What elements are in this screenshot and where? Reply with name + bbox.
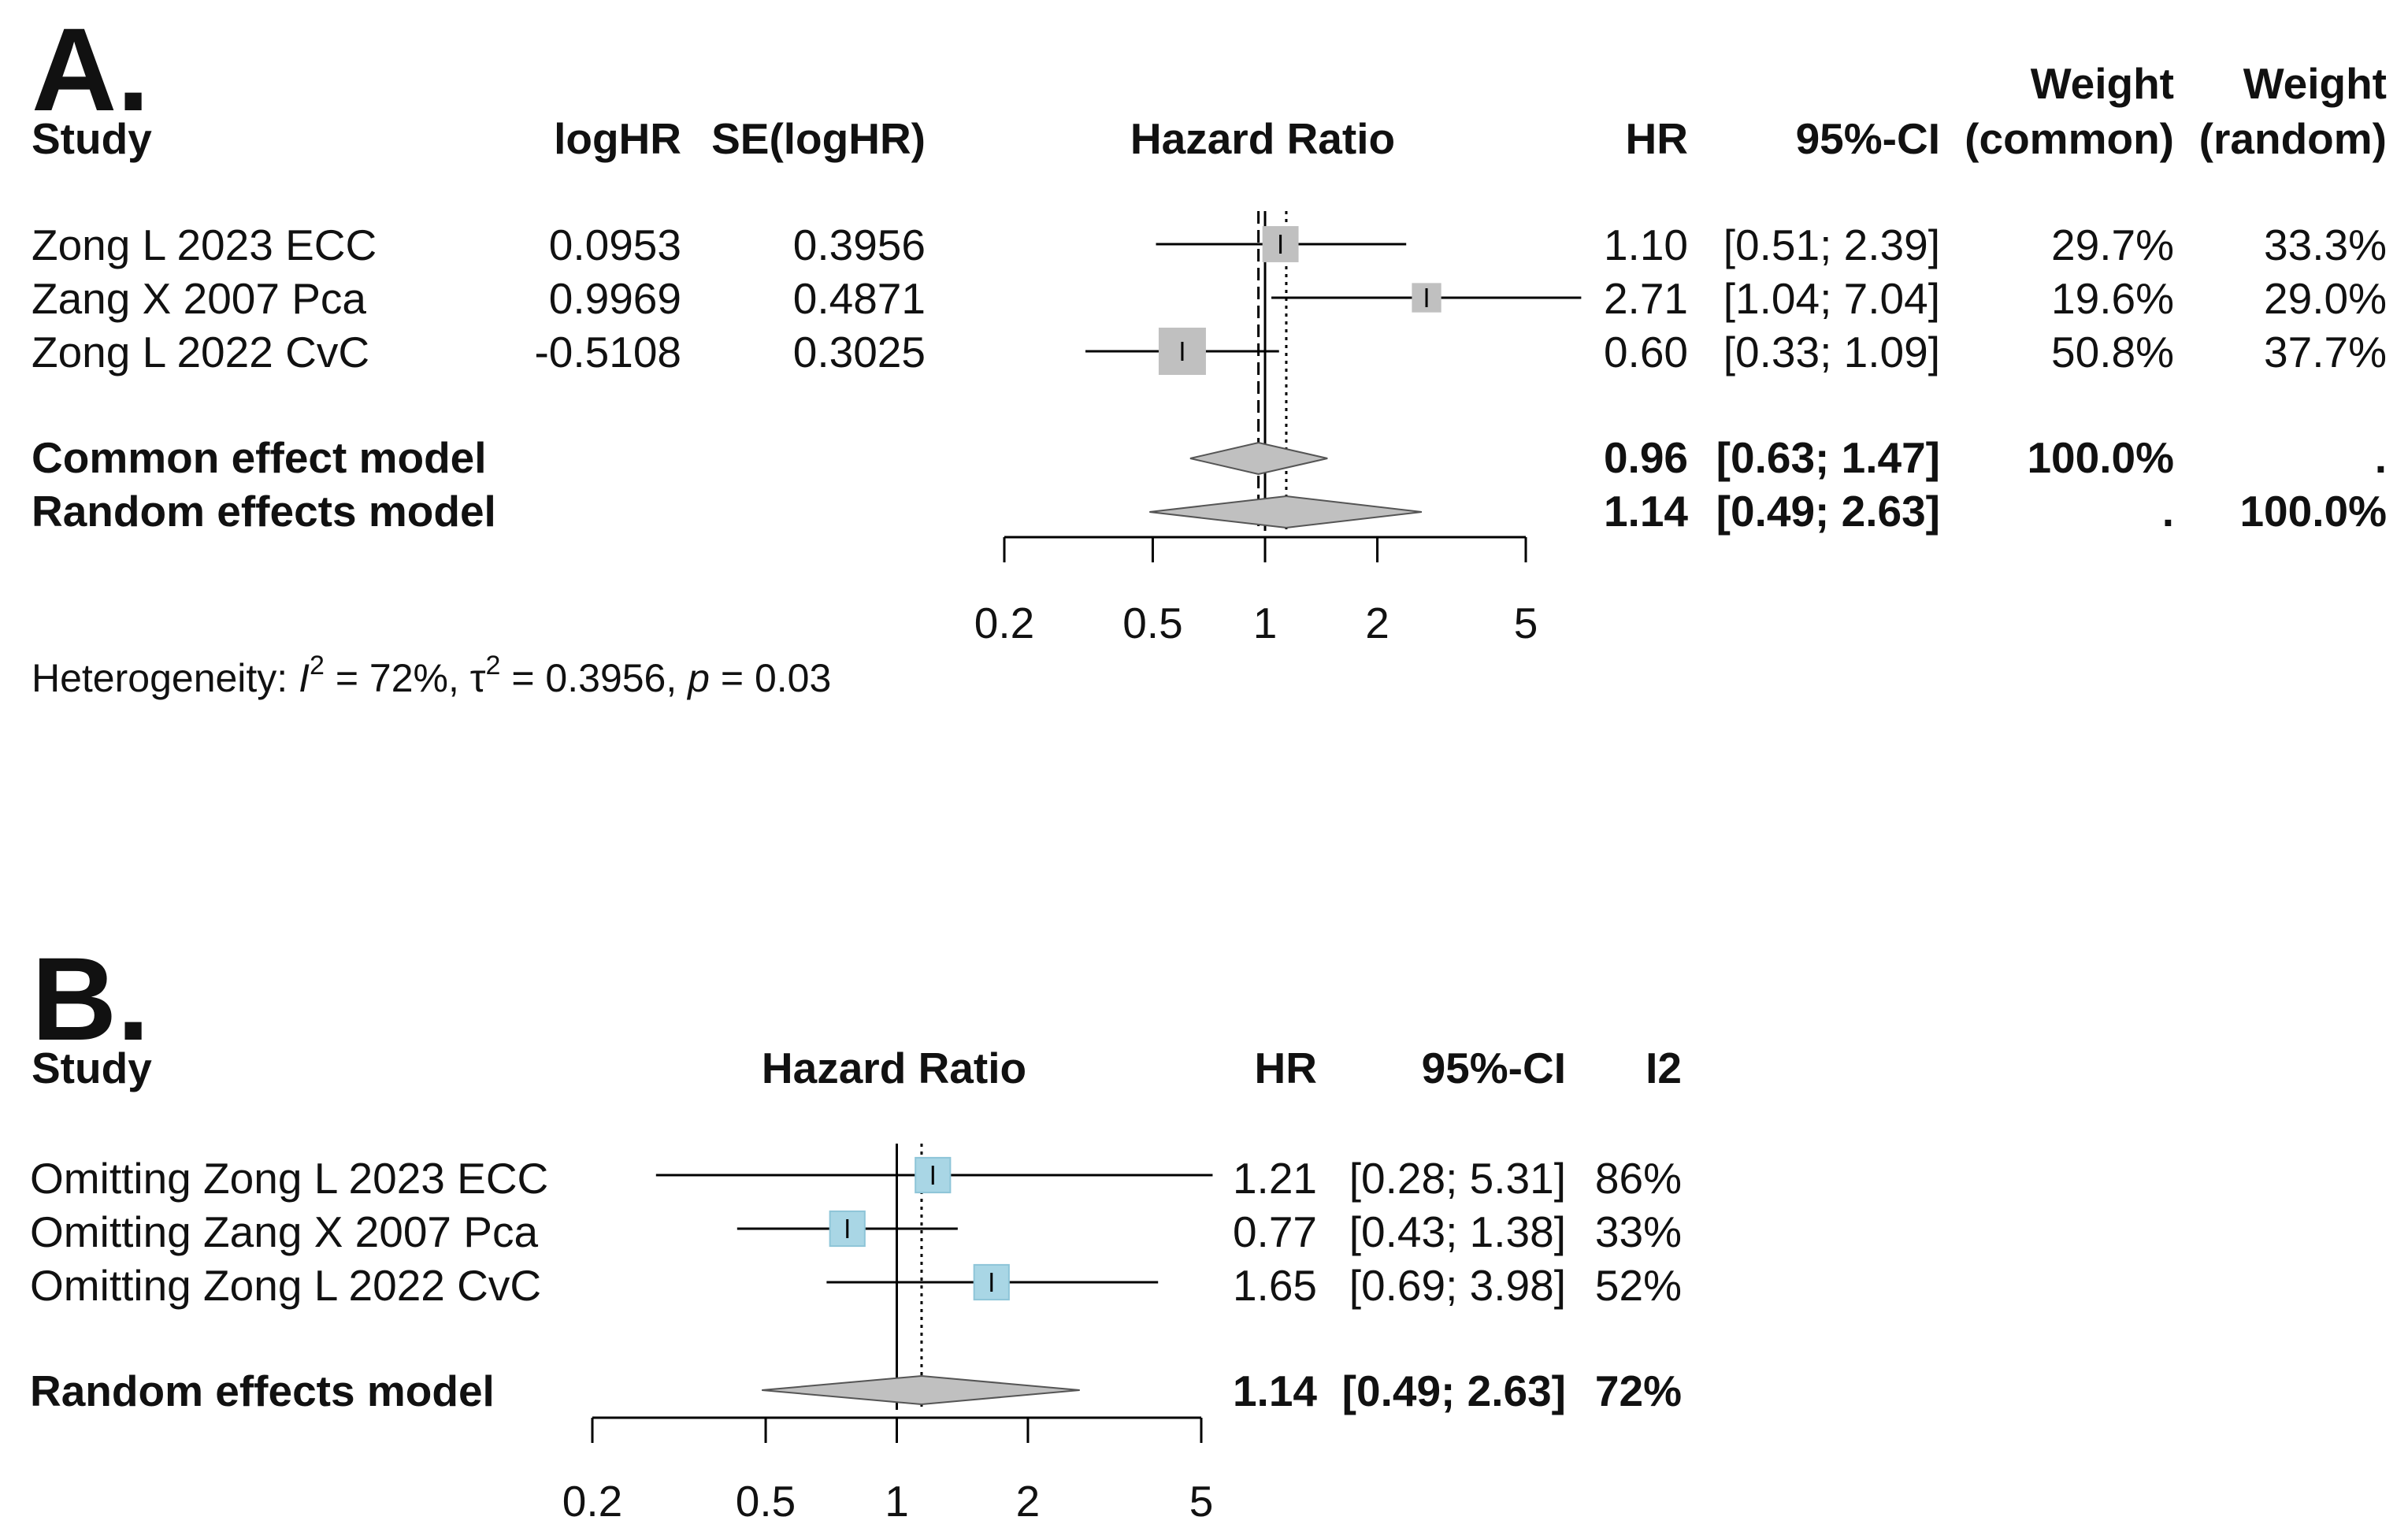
study-name: Zong L 2022 CvC: [32, 328, 369, 376]
panel-b: B. Study Hazard Ratio HR 95%-CI I2 Omitt…: [30, 933, 1682, 1526]
summary-weight-common: 100.0%: [2027, 433, 2174, 482]
col-header-weight-common-1: Weight: [2031, 59, 2174, 108]
heterogeneity-text: Heterogeneity: I2 = 72%, τ2 = 0.3956, p …: [32, 651, 831, 700]
col-header-weight-random-1: Weight: [2243, 59, 2387, 108]
summary-name: Common effect model: [32, 433, 487, 482]
col-header-weight-random-2: (random): [2199, 114, 2387, 163]
summary-ci: [0.63; 1.47]: [1716, 433, 1940, 482]
study-ci: [0.33; 1.09]: [1723, 328, 1940, 376]
study-se: 0.3956: [793, 221, 926, 269]
study-weight-common: 50.8%: [2051, 328, 2174, 376]
study-row: Omitting Zong L 2023 ECC 1.21 [0.28; 5.3…: [30, 1154, 1682, 1203]
col-header-study: Study: [32, 1044, 152, 1092]
study-i2: 52%: [1595, 1261, 1682, 1310]
study-name: Omitting Zang X 2007 Pca: [30, 1207, 538, 1256]
panel-a-plot-area: 0.2 0.5 1 2 5: [974, 211, 1582, 647]
summary-weight-random: .: [2375, 433, 2387, 482]
panel-b-label: B.: [32, 933, 150, 1065]
summary-diamond: [1189, 441, 1328, 476]
summary-diamond: [762, 1374, 1080, 1406]
summary-name: Random effects model: [30, 1367, 495, 1415]
study-row: Omitting Zang X 2007 Pca 0.77 [0.43; 1.3…: [30, 1207, 1682, 1256]
study-i2: 86%: [1595, 1154, 1682, 1203]
col-header-i2: I2: [1646, 1044, 1682, 1092]
summary-row: Common effect model 0.96 [0.63; 1.47] 10…: [32, 433, 2387, 482]
summary-hr: 0.96: [1604, 433, 1688, 482]
study-hr: 1.21: [1233, 1154, 1317, 1203]
study-point-box: [973, 1263, 1010, 1301]
summary-hr: 1.14: [1233, 1367, 1317, 1415]
x-tick-label: 5: [1189, 1477, 1214, 1526]
study-loghr: -0.5108: [534, 328, 681, 376]
summary-name: Random effects model: [32, 487, 496, 536]
study-loghr: 0.9969: [549, 274, 681, 323]
panel-a-label: A.: [32, 3, 150, 135]
panel-b-header: Study Hazard Ratio HR 95%-CI I2: [32, 1044, 1682, 1092]
col-header-hr: HR: [1255, 1044, 1317, 1092]
col-header-se: SE(logHR): [711, 114, 926, 163]
study-weight-random: 29.0%: [2264, 274, 2387, 323]
study-weight-common: 29.7%: [2051, 221, 2174, 269]
study-row: Zang X 2007 Pca 0.9969 0.4871 2.71 [1.04…: [32, 274, 2387, 323]
col-header-hazard-ratio: Hazard Ratio: [1130, 114, 1395, 163]
x-tick-label: 0.2: [974, 599, 1034, 647]
study-row: Omitting Zong L 2022 CvC 1.65 [0.69; 3.9…: [30, 1261, 1682, 1310]
x-tick-label: 5: [1514, 599, 1538, 647]
x-tick-label: 2: [1365, 599, 1390, 647]
summary-row: Random effects model 1.14 [0.49; 2.63] 7…: [30, 1367, 1682, 1415]
col-header-hazard-ratio: Hazard Ratio: [762, 1044, 1026, 1092]
study-row: Zong L 2022 CvC -0.5108 0.3025 0.60 [0.3…: [32, 328, 2387, 376]
study-point-box: [915, 1156, 952, 1194]
x-tick-label: 0.5: [1122, 599, 1182, 647]
study-name: Zong L 2023 ECC: [32, 221, 377, 269]
study-weight-random: 33.3%: [2264, 221, 2387, 269]
study-weight-random: 37.7%: [2264, 328, 2387, 376]
summary-diamond: [1149, 495, 1422, 529]
study-hr: 1.10: [1604, 221, 1688, 269]
study-loghr: 0.0953: [549, 221, 681, 269]
col-header-loghr: logHR: [554, 114, 681, 163]
panel-a: A. Study logHR SE(logHR) Hazard Ratio HR…: [32, 3, 2387, 700]
summary-i2: 72%: [1595, 1367, 1682, 1415]
study-name: Omitting Zong L 2022 CvC: [30, 1261, 541, 1310]
summary-hr: 1.14: [1604, 487, 1688, 536]
study-ci: [0.43; 1.38]: [1349, 1207, 1566, 1256]
col-header-study: Study: [32, 114, 152, 163]
study-ci: [0.51; 2.39]: [1723, 221, 1940, 269]
study-se: 0.4871: [793, 274, 926, 323]
col-header-ci: 95%-CI: [1422, 1044, 1566, 1092]
study-hr: 2.71: [1604, 274, 1688, 323]
panel-b-plot-area: 0.2 0.5 1 2 5: [562, 1144, 1214, 1526]
summary-ci: [0.49; 2.63]: [1342, 1367, 1566, 1415]
col-header-ci: 95%-CI: [1796, 114, 1940, 163]
summary-ci: [0.49; 2.63]: [1716, 487, 1940, 536]
x-tick-label: 1: [885, 1477, 909, 1526]
study-name: Zang X 2007 Pca: [32, 274, 366, 323]
study-row: Zong L 2023 ECC 0.0953 0.3956 1.10 [0.51…: [32, 221, 2387, 269]
x-tick-label: 1: [1253, 599, 1278, 647]
summary-weight-common: .: [2162, 487, 2174, 536]
study-weight-common: 19.6%: [2051, 274, 2174, 323]
study-se: 0.3025: [793, 328, 926, 376]
study-hr: 0.77: [1233, 1207, 1317, 1256]
study-hr: 0.60: [1604, 328, 1688, 376]
x-tick-label: 2: [1016, 1477, 1041, 1526]
panel-a-header: Study logHR SE(logHR) Hazard Ratio HR 95…: [32, 59, 2387, 163]
x-tick-label: 0.2: [562, 1477, 622, 1526]
col-header-hr: HR: [1626, 114, 1688, 163]
study-i2: 33%: [1595, 1207, 1682, 1256]
study-name: Omitting Zong L 2023 ECC: [30, 1154, 548, 1203]
study-ci: [1.04; 7.04]: [1723, 274, 1940, 323]
study-ci: [0.69; 3.98]: [1349, 1261, 1566, 1310]
summary-row: Random effects model 1.14 [0.49; 2.63] .…: [32, 487, 2387, 536]
col-header-weight-common-2: (common): [1965, 114, 2174, 163]
summary-weight-random: 100.0%: [2239, 487, 2387, 536]
x-tick-label: 0.5: [736, 1477, 796, 1526]
study-hr: 1.65: [1233, 1261, 1317, 1310]
study-ci: [0.28; 5.31]: [1349, 1154, 1566, 1203]
